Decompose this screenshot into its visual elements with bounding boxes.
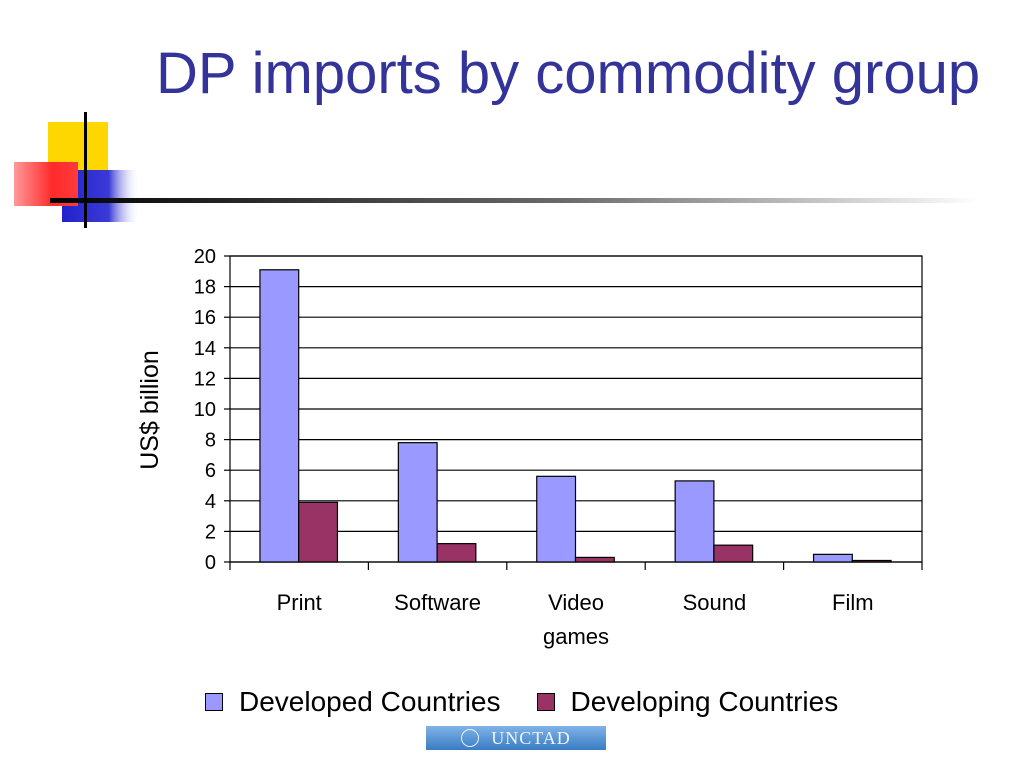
slide-decoration xyxy=(14,112,980,228)
legend-swatch-developing xyxy=(536,693,555,711)
y-tick-label: 14 xyxy=(194,338,216,360)
logo-text: UNCTAD xyxy=(491,727,571,748)
bar-developing xyxy=(574,556,615,563)
slide-title: DP imports by commodity group xyxy=(156,41,981,106)
y-tick-label: 12 xyxy=(194,368,216,390)
y-tick-label: 2 xyxy=(205,521,216,543)
bar-developing xyxy=(713,544,754,563)
y-axis-label: US$ billion xyxy=(136,350,164,470)
legend-label-developing: Developing Countries xyxy=(570,686,839,717)
bar-developed xyxy=(812,553,853,563)
y-tick-label: 18 xyxy=(194,277,216,299)
bar-developed xyxy=(674,480,715,563)
x-tick-label: Film xyxy=(832,590,874,615)
unctad-logo: UNCTAD xyxy=(426,726,606,750)
x-tick-label: Software xyxy=(394,590,481,615)
bar-developing xyxy=(298,501,339,563)
un-emblem-icon xyxy=(461,729,480,747)
y-tick-label: 8 xyxy=(205,430,216,452)
y-tick-label: 6 xyxy=(205,460,216,482)
bar-developed xyxy=(536,475,577,563)
title-underline xyxy=(50,198,980,203)
vertical-accent-line xyxy=(84,112,87,228)
y-tick-label: 10 xyxy=(194,399,216,421)
legend-label-developed: Developed Countries xyxy=(239,686,501,717)
legend-item-developing: Developing Countries xyxy=(536,686,839,718)
bar-developing xyxy=(436,543,477,563)
y-tick-label: 20 xyxy=(194,246,216,268)
y-tick-label: 16 xyxy=(194,307,216,329)
legend-item-developed: Developed Countries xyxy=(205,686,501,718)
bar-developed xyxy=(259,269,300,563)
x-tick-label: Sound xyxy=(683,590,747,615)
x-tick-label: Print xyxy=(277,590,322,615)
y-tick-label: 4 xyxy=(205,491,216,513)
bar-developing xyxy=(851,559,892,563)
x-tick-label: Video games xyxy=(543,590,609,649)
chart-legend: Developed Countries Developing Countries xyxy=(205,684,965,720)
bar-developed xyxy=(397,442,438,563)
legend-swatch-developed xyxy=(205,693,223,711)
y-tick-label: 0 xyxy=(205,552,216,574)
